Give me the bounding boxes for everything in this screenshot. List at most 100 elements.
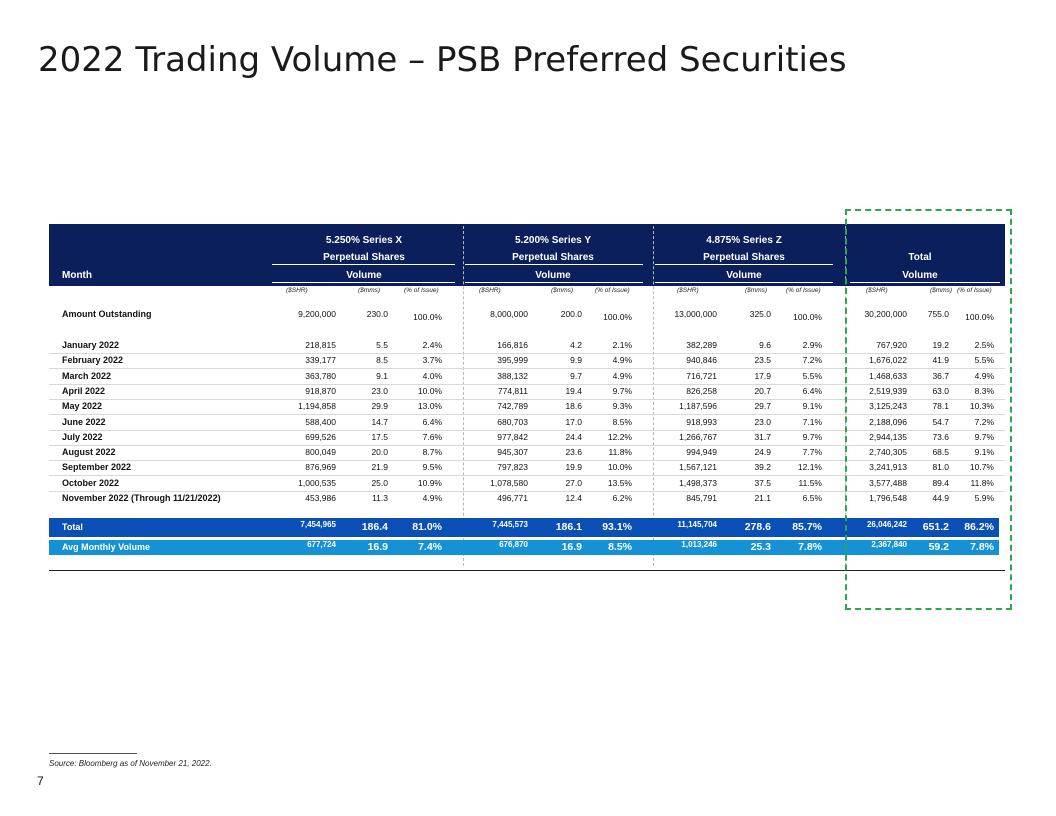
cell-value: 24.4 bbox=[565, 432, 582, 442]
row-label: March 2022 bbox=[62, 371, 112, 381]
cell-value: 81.0% bbox=[412, 521, 442, 533]
cell-value: 8,000,000 bbox=[490, 309, 528, 319]
cell-value: 8.3% bbox=[974, 386, 994, 396]
cell-value: 1,567,121 bbox=[679, 462, 717, 472]
cell-value: 21.1 bbox=[754, 493, 771, 503]
cell-value: 325.0 bbox=[749, 309, 771, 319]
cell-value: 1,796,548 bbox=[869, 493, 907, 503]
cell-value: 5.9% bbox=[974, 493, 994, 503]
cell-value: 3,241,913 bbox=[869, 462, 907, 472]
cell-value: 680,703 bbox=[497, 417, 528, 427]
cell-value: 59.2 bbox=[928, 541, 949, 553]
cell-value: 4.2 bbox=[570, 340, 582, 350]
cell-value: 16.9 bbox=[561, 541, 582, 553]
series-y-underline-2 bbox=[465, 282, 643, 283]
cell-value: 218,815 bbox=[305, 340, 336, 350]
cell-value: 17.5 bbox=[371, 432, 388, 442]
cell-value: 5.5 bbox=[376, 340, 388, 350]
cell-value: 30,200,000 bbox=[864, 309, 907, 319]
unit-label: ($SHR) bbox=[866, 287, 888, 294]
source-note: Source: Bloomberg as of November 21, 202… bbox=[49, 759, 212, 768]
cell-value: 6.4% bbox=[802, 386, 822, 396]
cell-value: 918,870 bbox=[305, 386, 336, 396]
cell-value: 39.2 bbox=[754, 462, 771, 472]
cell-value: 89.4 bbox=[932, 478, 949, 488]
series-z-underline bbox=[655, 264, 833, 265]
series-x-underline bbox=[272, 264, 455, 265]
series-z-name: 4.875% Series Z bbox=[706, 235, 782, 246]
cell-value: 20.0 bbox=[371, 447, 388, 457]
cell-value: 17.9 bbox=[754, 371, 771, 381]
total-column-highlight bbox=[845, 209, 1012, 610]
cell-value: 876,969 bbox=[305, 462, 336, 472]
cell-value: 25.0 bbox=[371, 478, 388, 488]
series-y-name: 5.200% Series Y bbox=[515, 235, 591, 246]
cell-value: 17.0 bbox=[565, 417, 582, 427]
row-label: April 2022 bbox=[62, 386, 106, 396]
unit-label: ($SHR) bbox=[286, 287, 308, 294]
cell-value: 2.1% bbox=[612, 340, 632, 350]
cell-value: 63.0 bbox=[932, 386, 949, 396]
page-title: 2022 Trading Volume – PSB Preferred Secu… bbox=[38, 40, 847, 80]
month-row: January 2022 218,815 5.5 2.4% 166,816 4.2 2.1%… bbox=[49, 338, 1005, 354]
unit-label: ($SHR) bbox=[677, 287, 699, 294]
cell-value: 363,780 bbox=[305, 371, 336, 381]
total-volume-header: Volume bbox=[902, 270, 938, 281]
cell-value: 453,986 bbox=[305, 493, 336, 503]
unit-label: ($mms) bbox=[551, 287, 574, 294]
row-label: Avg Monthly Volume bbox=[62, 542, 151, 552]
series-x-name: 5.250% Series X bbox=[325, 235, 403, 246]
cell-value: 9.3% bbox=[612, 401, 632, 411]
cell-value: 9.7% bbox=[802, 432, 822, 442]
cell-value: 100.0% bbox=[793, 312, 822, 322]
cell-value: 9.9 bbox=[570, 355, 582, 365]
cell-value: 19.9 bbox=[565, 462, 582, 472]
unit-label: (% of Issue) bbox=[404, 287, 439, 294]
cell-value: 21.9 bbox=[371, 462, 388, 472]
cell-value: 37.5 bbox=[754, 478, 771, 488]
month-row: August 2022 800,049 20.0 8.7% 945,307 23.6 11.… bbox=[49, 445, 1005, 461]
month-row: September 2022 876,969 21.9 9.5% 797,823 19.9… bbox=[49, 460, 1005, 476]
cell-value: 9.1 bbox=[376, 371, 388, 381]
cell-value: 918,993 bbox=[686, 417, 717, 427]
cell-value: 8.5% bbox=[612, 417, 632, 427]
cell-value: 588,400 bbox=[305, 417, 336, 427]
cell-value: 5.5% bbox=[802, 371, 822, 381]
unit-label: ($SHR) bbox=[479, 287, 501, 294]
total-band bbox=[49, 518, 999, 537]
cell-value: 26,046,242 bbox=[866, 520, 907, 529]
cell-value: 1,187,596 bbox=[679, 401, 717, 411]
cell-value: 16.9 bbox=[367, 541, 388, 553]
row-label: June 2022 bbox=[62, 417, 106, 427]
cell-value: 278.6 bbox=[744, 521, 771, 533]
cell-value: 8.5% bbox=[608, 541, 632, 553]
cell-value: 19.4 bbox=[565, 386, 582, 396]
cell-value: 24.9 bbox=[754, 447, 771, 457]
total-underline bbox=[850, 282, 1000, 283]
cell-value: 1,013,246 bbox=[681, 540, 717, 549]
series-y-volume: Volume bbox=[535, 270, 571, 281]
cell-value: 2.9% bbox=[802, 340, 822, 350]
row-label: Total bbox=[62, 522, 83, 532]
column-divider bbox=[653, 226, 654, 566]
cell-value: 3.7% bbox=[422, 355, 442, 365]
cell-value: 19.2 bbox=[932, 340, 949, 350]
cell-value: 36.7 bbox=[932, 371, 949, 381]
cell-value: 774,811 bbox=[497, 386, 528, 396]
unit-label: ($mms) bbox=[930, 287, 953, 294]
cell-value: 31.7 bbox=[754, 432, 771, 442]
cell-value: 230.0 bbox=[366, 309, 388, 319]
cell-value: 13.5% bbox=[607, 478, 632, 488]
series-z-underline-2 bbox=[655, 282, 833, 283]
cell-value: 54.7 bbox=[932, 417, 949, 427]
page-number: 7 bbox=[37, 774, 44, 788]
cell-value: 23.5 bbox=[754, 355, 771, 365]
series-x-underline-2 bbox=[272, 282, 455, 283]
cell-value: 12.1% bbox=[797, 462, 822, 472]
series-x-volume: Volume bbox=[346, 270, 382, 281]
cell-value: 8.7% bbox=[422, 447, 442, 457]
cell-value: 68.5 bbox=[932, 447, 949, 457]
cell-value: 9,200,000 bbox=[298, 309, 336, 319]
cell-value: 10.7% bbox=[969, 462, 994, 472]
unit-label: (% of Issue) bbox=[595, 287, 630, 294]
